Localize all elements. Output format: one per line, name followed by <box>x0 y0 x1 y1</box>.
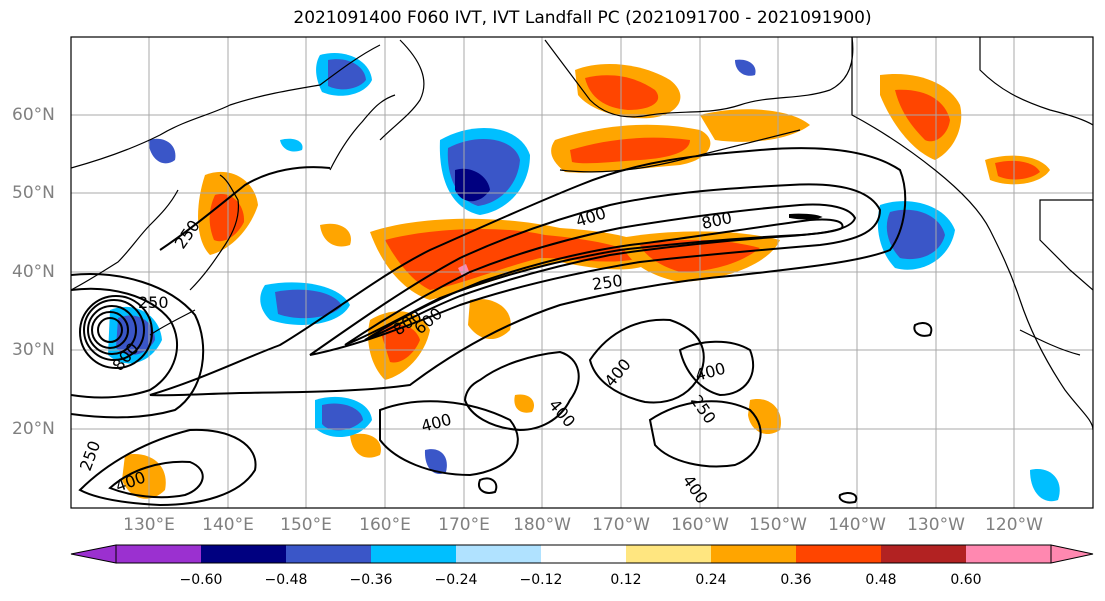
lon-label: 170°E <box>438 515 490 535</box>
colorbar-tick-label: 0.36 <box>780 572 812 588</box>
colorbar-extend-high <box>1050 544 1094 564</box>
colorbar-bin <box>286 545 371 563</box>
colorbar-bin <box>966 545 1051 563</box>
colorbar-bin <box>626 545 711 563</box>
colorbar-bin <box>371 545 456 563</box>
lat-label: 30°N <box>12 340 55 360</box>
colorbar-bin <box>711 545 796 563</box>
lon-label: 130°E <box>123 515 175 535</box>
colorbar-bin <box>456 545 541 563</box>
colorbar-tick-label: −0.24 <box>434 572 478 588</box>
lon-label: 160°E <box>359 515 411 535</box>
colorbar-bin <box>541 545 626 563</box>
lat-label: 40°N <box>12 262 55 282</box>
lon-label: 180°W <box>513 515 571 535</box>
figure-title: 2021091400 F060 IVT, IVT Landfall PC (20… <box>293 8 872 28</box>
colorbar-tick-label: 0.48 <box>865 572 897 588</box>
lat-label: 50°N <box>12 183 55 203</box>
lon-label: 140°W <box>828 515 886 535</box>
lon-label: 150°W <box>749 515 807 535</box>
colorbar-bin <box>116 545 201 563</box>
colorbar-tick-label: −0.36 <box>349 572 393 588</box>
lon-label: 130°W <box>907 515 965 535</box>
contour-label: 250 <box>591 271 624 294</box>
colorbar-tick-label: 0.12 <box>610 572 642 588</box>
graticule <box>71 37 1093 508</box>
colorbar-tick-label: 0.24 <box>695 572 727 588</box>
colorbar-frame <box>115 544 1052 564</box>
colorbar-extend-low <box>70 544 117 564</box>
colorbar-tick-label: −0.48 <box>264 572 308 588</box>
contour-label: 250 <box>138 293 169 312</box>
colorbar-tick-label: −0.12 <box>519 572 563 588</box>
lon-label: 160°W <box>671 515 729 535</box>
colorbar-bin <box>796 545 881 563</box>
lat-label: 20°N <box>12 419 55 439</box>
lon-label: 150°E <box>280 515 332 535</box>
ivt-contours <box>71 147 933 507</box>
plot-frame <box>70 36 1094 509</box>
colorbar-bin <box>201 545 286 563</box>
colorbar <box>70 544 1094 564</box>
colorbar-tick-label: 0.60 <box>950 572 982 588</box>
lon-label: 170°W <box>592 515 650 535</box>
lon-label: 140°E <box>202 515 254 535</box>
colorbar-bin <box>881 545 966 563</box>
lon-label: 120°W <box>985 515 1043 535</box>
coastlines <box>71 37 1093 431</box>
colorbar-tick-label: −0.60 <box>179 572 223 588</box>
lat-label: 60°N <box>12 105 55 125</box>
